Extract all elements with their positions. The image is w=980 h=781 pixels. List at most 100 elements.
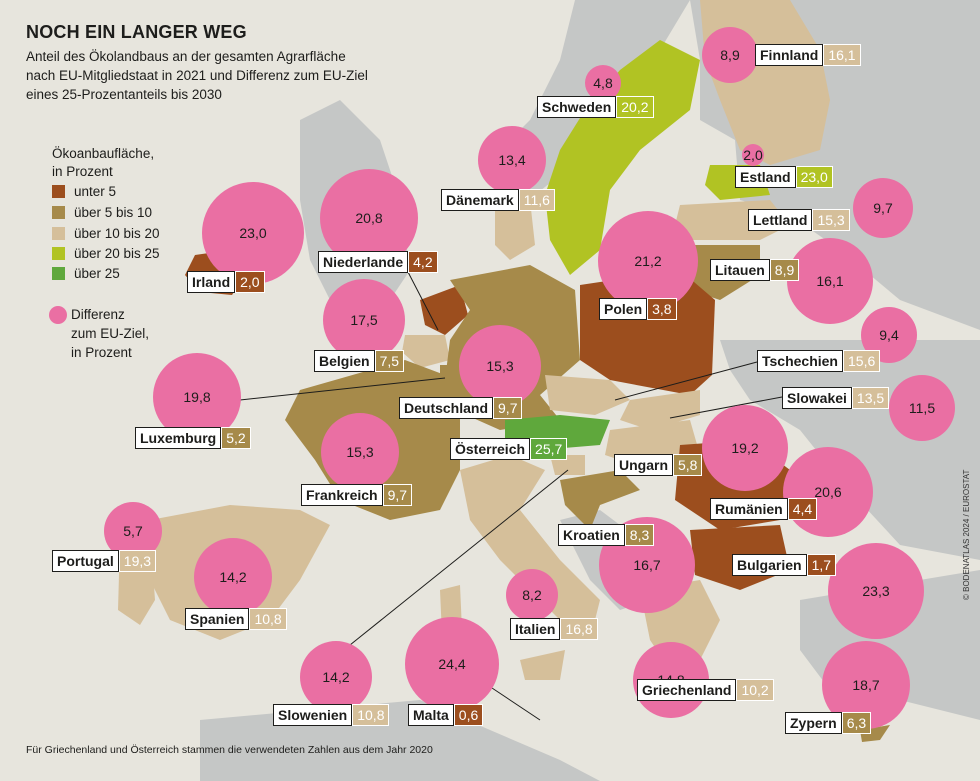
country-name: Bulgarien [732, 554, 807, 576]
country-label-ungarn: Ungarn 5,8 [614, 454, 703, 476]
difference-bubble-bulgarien: 23,3 [828, 543, 924, 639]
difference-bubble-irland: 23,0 [202, 182, 304, 284]
difference-bubble-polen: 21,2 [598, 211, 698, 311]
difference-bubble-spanien: 14,2 [194, 538, 272, 616]
country-name: Polen [599, 298, 648, 320]
difference-bubble-malta: 24,4 [405, 617, 499, 711]
country-share-value: 15,6 [843, 350, 881, 372]
shape-daenemark [495, 200, 535, 260]
footnote: Für Griechenland und Österreich stammen … [26, 744, 433, 756]
legend-row: über 25 [52, 266, 120, 281]
country-name: Litauen [710, 259, 770, 281]
country-name: Slowakei [782, 387, 852, 409]
country-label-polen: Polen 3,8 [599, 298, 677, 320]
country-label-lettland: Lettland 15,3 [748, 209, 850, 231]
country-share-value: 10,8 [249, 608, 287, 630]
country-name: Ungarn [614, 454, 673, 476]
country-name: Spanien [185, 608, 250, 630]
country-label-portugal: Portugal 19,3 [52, 550, 157, 572]
difference-bubble-lettland: 9,7 [853, 178, 913, 238]
country-name: Lettland [748, 209, 813, 231]
legend-bubble-line: zum EU-Ziel, [71, 326, 150, 341]
country-label-frankreich: Frankreich 9,7 [301, 484, 413, 506]
leader-slowakei [669, 396, 783, 419]
country-label-tschechien: Tschechien 15,6 [757, 350, 881, 372]
country-name: Frankreich [301, 484, 383, 506]
country-share-value: 8,9 [769, 259, 800, 281]
country-share-value: 9,7 [493, 397, 523, 419]
country-share-value: 19,3 [118, 550, 157, 572]
country-name: Portugal [52, 550, 119, 572]
legend-label: über 25 [74, 266, 120, 281]
country-label-daenemark: Dänemark 11,6 [441, 189, 555, 211]
source-credit: © BODENATLAS 2024 / EUROSTAT [962, 469, 971, 600]
country-share-value: 5,8 [673, 454, 703, 476]
legend-bubble-line: Differenz [71, 307, 125, 322]
legend-label: über 10 bis 20 [74, 226, 160, 241]
legend-row: über 20 bis 25 [52, 246, 160, 261]
country-name: Deutschland [399, 397, 494, 419]
country-label-bulgarien: Bulgarien 1,7 [732, 554, 837, 576]
shape-italien [460, 455, 600, 640]
country-share-value: 6,3 [841, 712, 872, 734]
difference-bubble-italien: 8,2 [506, 569, 558, 621]
country-label-estland: Estland 23,0 [735, 166, 833, 188]
country-name: Irland [187, 271, 236, 293]
shape-sizilien [520, 650, 565, 680]
subtitle-line: nach EU-Mitgliedstaat in 2021 und Differ… [26, 68, 368, 83]
difference-bubble-schweden: 4,8 [585, 65, 621, 101]
shape-schweden [545, 40, 700, 275]
shape-slowenien [550, 455, 585, 475]
country-share-value: 10,2 [736, 679, 774, 701]
country-label-niederlande: Niederlande 4,2 [318, 251, 438, 273]
difference-bubble-slowenien: 14,2 [300, 641, 372, 713]
country-label-litauen: Litauen 8,9 [710, 259, 800, 281]
country-label-oesterreich: Österreich 25,7 [450, 438, 568, 460]
leader-niederlande [407, 271, 439, 331]
country-label-irland: Irland 2,0 [187, 271, 265, 293]
country-name: Dänemark [441, 189, 519, 211]
country-label-griechenland: Griechenland 10,2 [637, 679, 774, 701]
country-share-value: 15,3 [812, 209, 850, 231]
legend-label: über 20 bis 25 [74, 246, 160, 261]
difference-bubble-belgien: 17,5 [323, 279, 405, 361]
country-share-value: 7,5 [374, 350, 405, 372]
difference-bubble-litauen: 16,1 [787, 238, 873, 324]
legend-swatch [52, 206, 65, 219]
country-label-spanien: Spanien 10,8 [185, 608, 287, 630]
country-share-value: 2,0 [235, 271, 265, 293]
country-name: Griechenland [637, 679, 737, 701]
country-label-malta: Malta 0,6 [408, 704, 484, 726]
difference-bubble-frankreich: 15,3 [321, 413, 399, 491]
country-share-value: 16,1 [823, 44, 861, 66]
shape-belgien [402, 335, 450, 368]
leader-tschechien [614, 361, 758, 401]
difference-bubble-niederlande: 20,8 [320, 169, 418, 267]
country-name: Belgien [314, 350, 375, 372]
legend-bubble-label: Differenz zum EU-Ziel, in Prozent [71, 305, 149, 362]
legend-swatch [52, 227, 65, 240]
leader-luxemburg [239, 377, 446, 401]
difference-bubble-rumaenien: 20,6 [783, 447, 873, 537]
country-name: Slowenien [273, 704, 353, 726]
country-share-value: 11,6 [518, 189, 555, 211]
difference-bubble-finnland: 8,9 [702, 27, 758, 83]
country-share-value: 23,0 [795, 166, 833, 188]
legend-bubble-swatch [49, 306, 67, 324]
country-label-schweden: Schweden 20,2 [537, 96, 654, 118]
subtitle-line: Anteil des Ökolandbaus an der gesamten A… [26, 49, 346, 64]
shape-niederlande [420, 285, 468, 335]
country-share-value: 4,2 [408, 251, 438, 273]
country-name: Tschechien [757, 350, 843, 372]
country-share-value: 25,7 [530, 438, 568, 460]
country-label-italien: Italien 16,8 [510, 618, 598, 640]
legend-title-line: in Prozent [52, 164, 113, 179]
country-label-slowakei: Slowakei 13,5 [782, 387, 890, 409]
country-label-deutschland: Deutschland 9,7 [399, 397, 523, 419]
difference-bubble-slowakei: 11,5 [889, 375, 955, 441]
legend-title-line: Ökoanbaufläche, [52, 146, 155, 161]
country-label-kroatien: Kroatien 8,3 [558, 524, 655, 546]
legend-row: über 10 bis 20 [52, 226, 160, 241]
country-name: Zypern [785, 712, 842, 734]
